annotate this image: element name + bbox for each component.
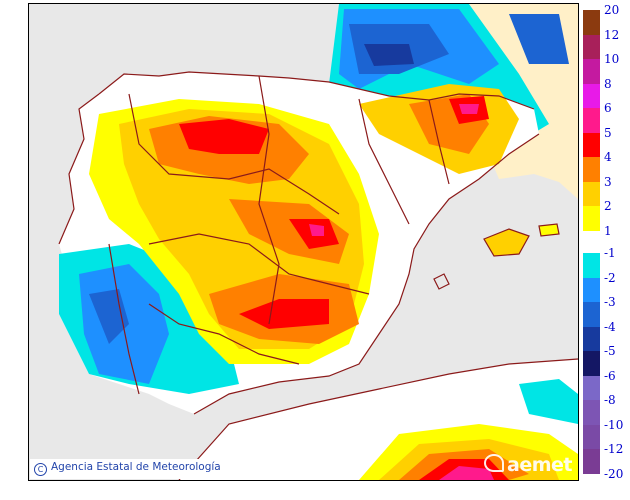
legend-swatch bbox=[583, 351, 600, 376]
legend-swatch bbox=[583, 375, 600, 400]
legend-label: 8 bbox=[604, 76, 612, 91]
legend-label: -4 bbox=[604, 319, 616, 334]
legend-swatch bbox=[583, 108, 600, 133]
anomaly-map: C Agencia Estatal de Meteorología aemet bbox=[28, 3, 579, 481]
copyright-credit: C Agencia Estatal de Meteorología bbox=[30, 459, 227, 479]
map-canvas bbox=[58, 4, 578, 480]
legend-swatch bbox=[583, 83, 600, 108]
legend-label: -12 bbox=[604, 442, 624, 456]
legend-swatch bbox=[583, 253, 600, 278]
legend-label: -5 bbox=[604, 344, 616, 358]
legend-swatch bbox=[583, 132, 600, 157]
legend-swatch bbox=[583, 206, 600, 231]
legend-swatch bbox=[583, 424, 600, 449]
aemet-swirl-icon bbox=[484, 454, 505, 472]
legend-swatch bbox=[583, 302, 600, 327]
legend-label: 1 bbox=[604, 223, 612, 238]
legend-swatch bbox=[583, 34, 600, 59]
legend-swatch bbox=[583, 400, 600, 425]
legend-label: 20 bbox=[604, 3, 620, 17]
legend-label: 4 bbox=[604, 150, 612, 164]
legend-swatch bbox=[583, 181, 600, 206]
legend-label: 12 bbox=[604, 27, 620, 42]
legend-swatch bbox=[583, 10, 600, 35]
legend-label: 10 bbox=[604, 52, 620, 66]
legend-label: -20 bbox=[604, 466, 624, 481]
legend-label: -2 bbox=[604, 270, 616, 285]
aemet-logo: aemet bbox=[484, 454, 572, 476]
legend-swatch bbox=[583, 157, 600, 182]
legend-swatch bbox=[583, 326, 600, 351]
legend-label: 2 bbox=[604, 199, 612, 213]
credit-text: Agencia Estatal de Meteorología bbox=[51, 461, 221, 473]
legend-label: -10 bbox=[604, 417, 624, 432]
legend-label: -3 bbox=[604, 295, 616, 309]
legend-label: 3 bbox=[604, 174, 612, 189]
aemet-logo-text: aemet bbox=[507, 454, 572, 476]
legend-label: -1 bbox=[604, 246, 616, 260]
legend-label: 6 bbox=[604, 101, 612, 115]
legend-swatch bbox=[583, 277, 600, 302]
legend-label: 5 bbox=[604, 125, 612, 140]
copyright-icon: C bbox=[34, 463, 47, 476]
legend-swatch bbox=[583, 59, 600, 84]
legend-swatch bbox=[583, 449, 600, 474]
legend-label: -8 bbox=[604, 393, 616, 407]
legend-label: -6 bbox=[604, 368, 616, 383]
